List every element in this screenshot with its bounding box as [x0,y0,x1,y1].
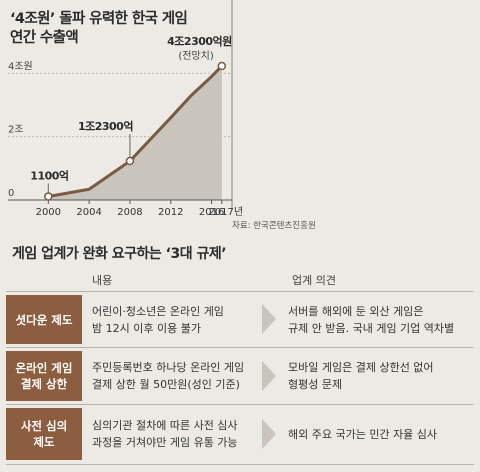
x-tick-label: 2000 [36,207,61,218]
y-tick-label: 2조 [8,125,24,136]
data-point-marker [44,192,53,201]
chart-source: 자료: 한국콘텐츠진흥원 [232,220,316,231]
export-chart: ‘4조원’ 돌파 유력한 한국 게임 연간 수출액 0 2조 4조원 2000 2004… [8,0,316,231]
row-label-payment-cap: 온라인 게임 결제 상한 [6,351,82,401]
chevron-right-icon [262,304,276,334]
table-title: 게임 업계가 완화 요구하는 ‘3대 규제’ [12,246,227,262]
y-tick-label: 0 [8,188,14,199]
row-label-text: 사전 심의 제도 [20,419,68,449]
chevron-right-icon [262,419,276,449]
row-divider [6,404,474,405]
data-point-marker [125,156,135,166]
series-line [48,65,223,198]
row-label-text: 온라인 게임 결제 상한 [15,361,73,391]
row-opinion-shutdown: 서버를 해외에 둔 외산 게임은 규제 안 받음. 국내 게임 기업 역차별 [288,304,455,335]
x-tick-label: 2017년 [208,206,243,218]
row-opinion-payment-cap: 모바일 게임은 결제 상한선 없어 형평성 문제 [288,361,434,391]
table-bottom-divider [6,464,474,465]
x-tick-label: 2004 [76,207,101,218]
row-content-pre-review: 심의기관 절차에 따른 사전 심사 과정을 거쳐야만 게임 유통 가능 [92,419,238,449]
row-label-shutdown: 셧다운 제도 [6,295,82,344]
row-content-payment-cap: 주민등록번호 하나당 온라인 게임 결제 상한 월 50만원(성인 기준) [92,361,245,391]
header-divider [6,291,474,292]
area-fill [48,66,222,200]
row-opinion-pre-review: 해외 주요 국가는 민간 자율 심사 [288,427,438,441]
row-label-text: 셧다운 제도 [15,312,73,327]
chart-title-line1: ‘4조원’ 돌파 유력한 한국 게임 [10,9,187,27]
data-point-marker [217,61,227,71]
row-divider [6,347,474,348]
header-opinion: 업계 의견 [292,274,336,287]
header-content: 내용 [92,274,113,287]
row-label-pre-review: 사전 심의 제도 [6,408,82,460]
row-content-shutdown: 어린이·청소년은 온라인 게임 밤 12시 이후 이용 불가 [92,304,224,335]
x-tick-label: 2012 [158,207,183,218]
x-tick-label: 2008 [117,207,142,218]
x-tick-label: 2016 [199,207,224,218]
annotation-label: 1100억 [30,170,68,183]
annotation-label: 4조2300억원 [167,34,232,48]
chart-title-line2: 연간 수출액 [10,28,78,46]
annotation-sublabel: (전망치) [178,50,214,62]
chevron-right-icon [262,361,276,391]
y-tick-label: 4조원 [8,60,33,72]
annotation-label: 1조2300억 [78,120,133,133]
